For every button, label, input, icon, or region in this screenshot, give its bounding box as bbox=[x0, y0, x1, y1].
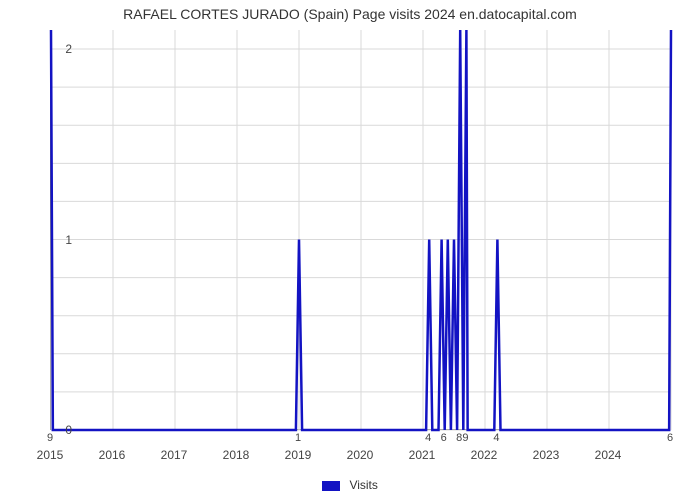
y-tick-label: 1 bbox=[65, 233, 72, 247]
x-tick-label: 2019 bbox=[285, 448, 312, 462]
x-tick-label: 2022 bbox=[471, 448, 498, 462]
chart-container: RAFAEL CORTES JURADO (Spain) Page visits… bbox=[0, 0, 700, 500]
data-point-label: 4 bbox=[493, 432, 499, 444]
y-tick-label: 2 bbox=[65, 42, 72, 56]
data-point-label: 9 bbox=[47, 432, 53, 444]
chart-title: RAFAEL CORTES JURADO (Spain) Page visits… bbox=[0, 6, 700, 22]
y-tick-label: 0 bbox=[65, 423, 72, 437]
chart-svg bbox=[51, 30, 671, 430]
data-point-label: 1 bbox=[295, 432, 301, 444]
data-point-label: 6 bbox=[441, 432, 447, 444]
x-tick-label: 2023 bbox=[533, 448, 560, 462]
x-tick-label: 2018 bbox=[223, 448, 250, 462]
plot-area bbox=[50, 30, 670, 430]
x-tick-label: 2020 bbox=[347, 448, 374, 462]
data-point-label: 6 bbox=[667, 432, 673, 444]
legend: Visits bbox=[0, 478, 700, 492]
legend-swatch bbox=[322, 481, 340, 491]
x-tick-label: 2024 bbox=[595, 448, 622, 462]
data-point-label: 4 bbox=[425, 432, 431, 444]
legend-label: Visits bbox=[349, 478, 377, 492]
data-point-label: 9 bbox=[462, 432, 468, 444]
x-tick-label: 2021 bbox=[409, 448, 436, 462]
x-tick-label: 2016 bbox=[99, 448, 126, 462]
data-point-label: 8 bbox=[456, 432, 462, 444]
x-tick-label: 2015 bbox=[37, 448, 64, 462]
x-tick-label: 2017 bbox=[161, 448, 188, 462]
